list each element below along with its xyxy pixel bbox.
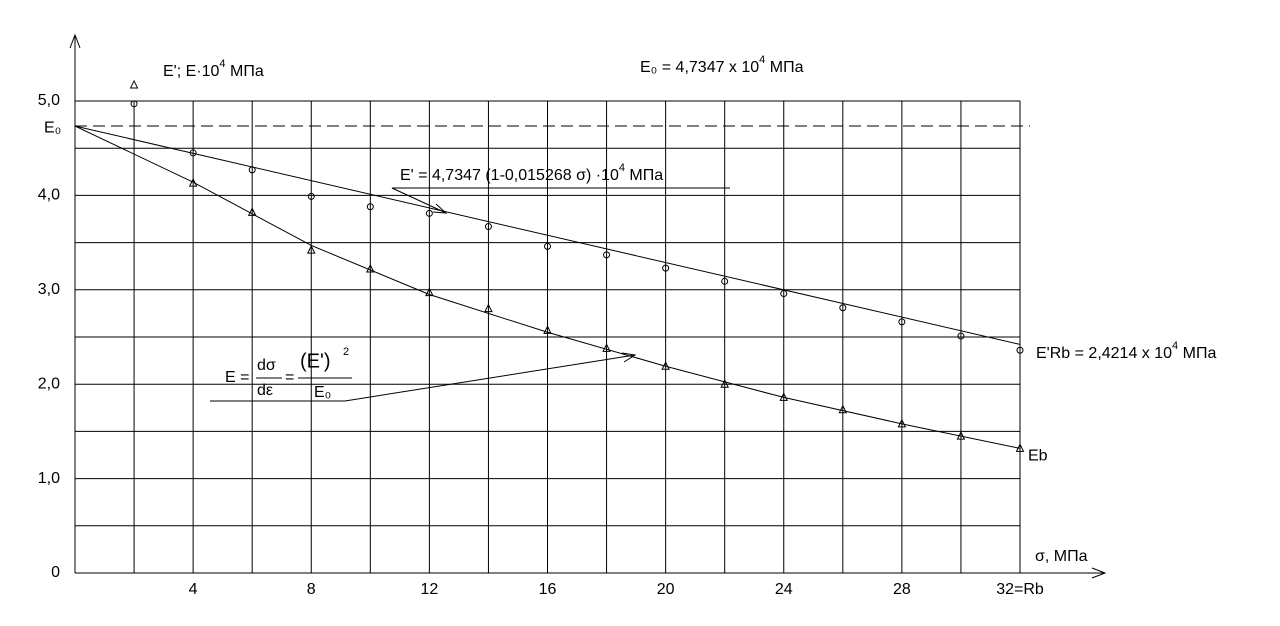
marker	[307, 192, 315, 200]
marker	[838, 404, 848, 414]
marker	[898, 318, 906, 326]
marker	[720, 379, 729, 388]
marker	[780, 290, 788, 298]
e0-annotation: E₀ = 4,7347 x 104 МПа	[640, 54, 804, 76]
marker	[188, 178, 198, 187]
formula-part: 2	[343, 346, 349, 358]
marker	[779, 392, 789, 401]
marker	[721, 277, 729, 285]
x-tick-label: 20	[657, 581, 675, 598]
x-axis-label: σ, МПа	[1035, 548, 1088, 565]
curve	[74, 125, 1021, 345]
marker	[306, 245, 316, 254]
y-axis-label: E'; E·104 МПа	[163, 58, 264, 80]
marker	[248, 166, 256, 174]
marker	[247, 207, 257, 216]
marker	[366, 203, 374, 211]
marker	[956, 431, 966, 440]
e-prime-annotation: E' = 4,7347 (1-0,015268 σ) ·104 МПа	[400, 162, 663, 184]
x-tick-label: 4	[189, 581, 198, 598]
formula-part: dε	[257, 382, 273, 399]
leader-arrow	[621, 352, 637, 363]
formula-part: E =	[225, 369, 249, 386]
marker	[661, 361, 670, 370]
marker	[897, 418, 907, 428]
formula-part: (E')	[300, 350, 330, 372]
x-tick-label: 32=Rb	[996, 581, 1044, 598]
marker	[129, 79, 139, 89]
y-tick-label: 0	[51, 564, 60, 581]
y-tick-label: 1,0	[38, 470, 60, 487]
formula-part: =	[285, 369, 294, 386]
marker	[484, 223, 492, 231]
x-tick-label: 12	[420, 581, 438, 598]
marker	[130, 100, 138, 108]
formula: E = dσ dε = (E') 2 E₀	[210, 346, 637, 402]
reference-label: E₀	[44, 119, 61, 136]
y-axis-arrow	[69, 33, 81, 49]
marker	[957, 332, 965, 340]
y-tick-label: 5,0	[38, 92, 60, 109]
x-axis-arrow	[1091, 567, 1107, 579]
marker	[603, 251, 611, 259]
y-tick-label: 4,0	[38, 187, 60, 204]
x-tick-label: 24	[775, 581, 793, 598]
leader-arrow	[432, 203, 448, 214]
marker	[544, 242, 551, 250]
x-tick-label: 28	[893, 581, 911, 598]
marker	[839, 304, 847, 312]
leader	[210, 354, 636, 402]
e-rb-annotation: E'Rb = 2,4214 x 104 МПа	[1036, 340, 1216, 362]
curve-label: Eb	[1028, 448, 1048, 465]
marker	[662, 264, 670, 272]
marker	[366, 263, 375, 273]
y-tick-label: 3,0	[38, 281, 60, 298]
formula-part: dσ	[257, 357, 276, 374]
marker	[484, 303, 493, 313]
y-tick-label: 2,0	[38, 375, 60, 392]
formula-part: E₀	[314, 384, 331, 401]
marker	[425, 287, 434, 297]
marker	[1016, 346, 1024, 354]
marker	[543, 325, 552, 334]
curve	[74, 125, 1021, 449]
marker	[602, 343, 611, 352]
marker	[425, 209, 433, 217]
x-tick-label: 8	[307, 581, 316, 598]
marker	[189, 149, 197, 157]
leader	[391, 187, 730, 214]
marker	[1015, 443, 1025, 452]
x-tick-label: 16	[539, 581, 557, 598]
